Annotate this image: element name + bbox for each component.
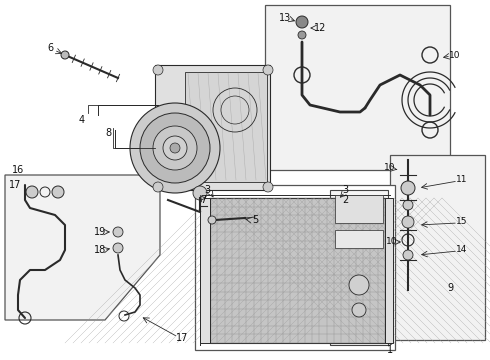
Text: 2: 2: [342, 195, 348, 205]
Bar: [335, 195, 383, 223]
Text: 19: 19: [94, 227, 106, 237]
Circle shape: [153, 126, 197, 170]
Circle shape: [263, 65, 273, 75]
Circle shape: [402, 216, 414, 228]
Circle shape: [113, 243, 123, 253]
Bar: [185, 72, 267, 182]
Bar: [335, 230, 383, 248]
Circle shape: [26, 186, 38, 198]
Circle shape: [403, 250, 413, 260]
Circle shape: [352, 303, 366, 317]
Text: 10: 10: [386, 238, 398, 247]
Text: 10: 10: [384, 163, 396, 172]
Circle shape: [153, 65, 163, 75]
Circle shape: [140, 113, 210, 183]
Text: 3: 3: [342, 185, 348, 195]
Circle shape: [298, 31, 306, 39]
Bar: [195, 185, 395, 350]
Text: 3: 3: [204, 185, 210, 195]
Text: 17: 17: [176, 333, 188, 343]
Text: 11: 11: [456, 175, 468, 184]
Circle shape: [153, 182, 163, 192]
Circle shape: [130, 103, 220, 193]
Text: 6: 6: [47, 43, 53, 53]
Bar: [210, 198, 385, 343]
Circle shape: [296, 16, 308, 28]
Bar: [330, 190, 388, 345]
Circle shape: [193, 186, 207, 200]
Text: 16: 16: [12, 165, 24, 175]
Text: 8: 8: [105, 128, 111, 138]
Text: 12: 12: [314, 23, 326, 33]
Text: 1: 1: [387, 345, 393, 355]
Bar: [265, 5, 450, 170]
Text: 15: 15: [456, 217, 468, 226]
Text: 4: 4: [79, 115, 85, 125]
Text: 10: 10: [449, 50, 461, 59]
Circle shape: [52, 186, 64, 198]
Bar: [200, 198, 210, 343]
Circle shape: [401, 181, 415, 195]
Text: 17: 17: [9, 180, 21, 190]
Text: 5: 5: [252, 215, 258, 225]
Circle shape: [170, 143, 180, 153]
Polygon shape: [5, 175, 160, 320]
Text: 9: 9: [447, 283, 453, 293]
Text: 14: 14: [456, 246, 467, 255]
Circle shape: [208, 216, 216, 224]
Circle shape: [263, 182, 273, 192]
Text: 13: 13: [279, 13, 291, 23]
Text: 7: 7: [200, 195, 206, 205]
Circle shape: [113, 227, 123, 237]
Circle shape: [61, 51, 69, 59]
Circle shape: [403, 200, 413, 210]
Text: 18: 18: [94, 245, 106, 255]
Bar: [390, 155, 485, 340]
Bar: [385, 198, 393, 343]
Circle shape: [349, 275, 369, 295]
Circle shape: [163, 136, 187, 160]
Bar: [155, 65, 270, 190]
